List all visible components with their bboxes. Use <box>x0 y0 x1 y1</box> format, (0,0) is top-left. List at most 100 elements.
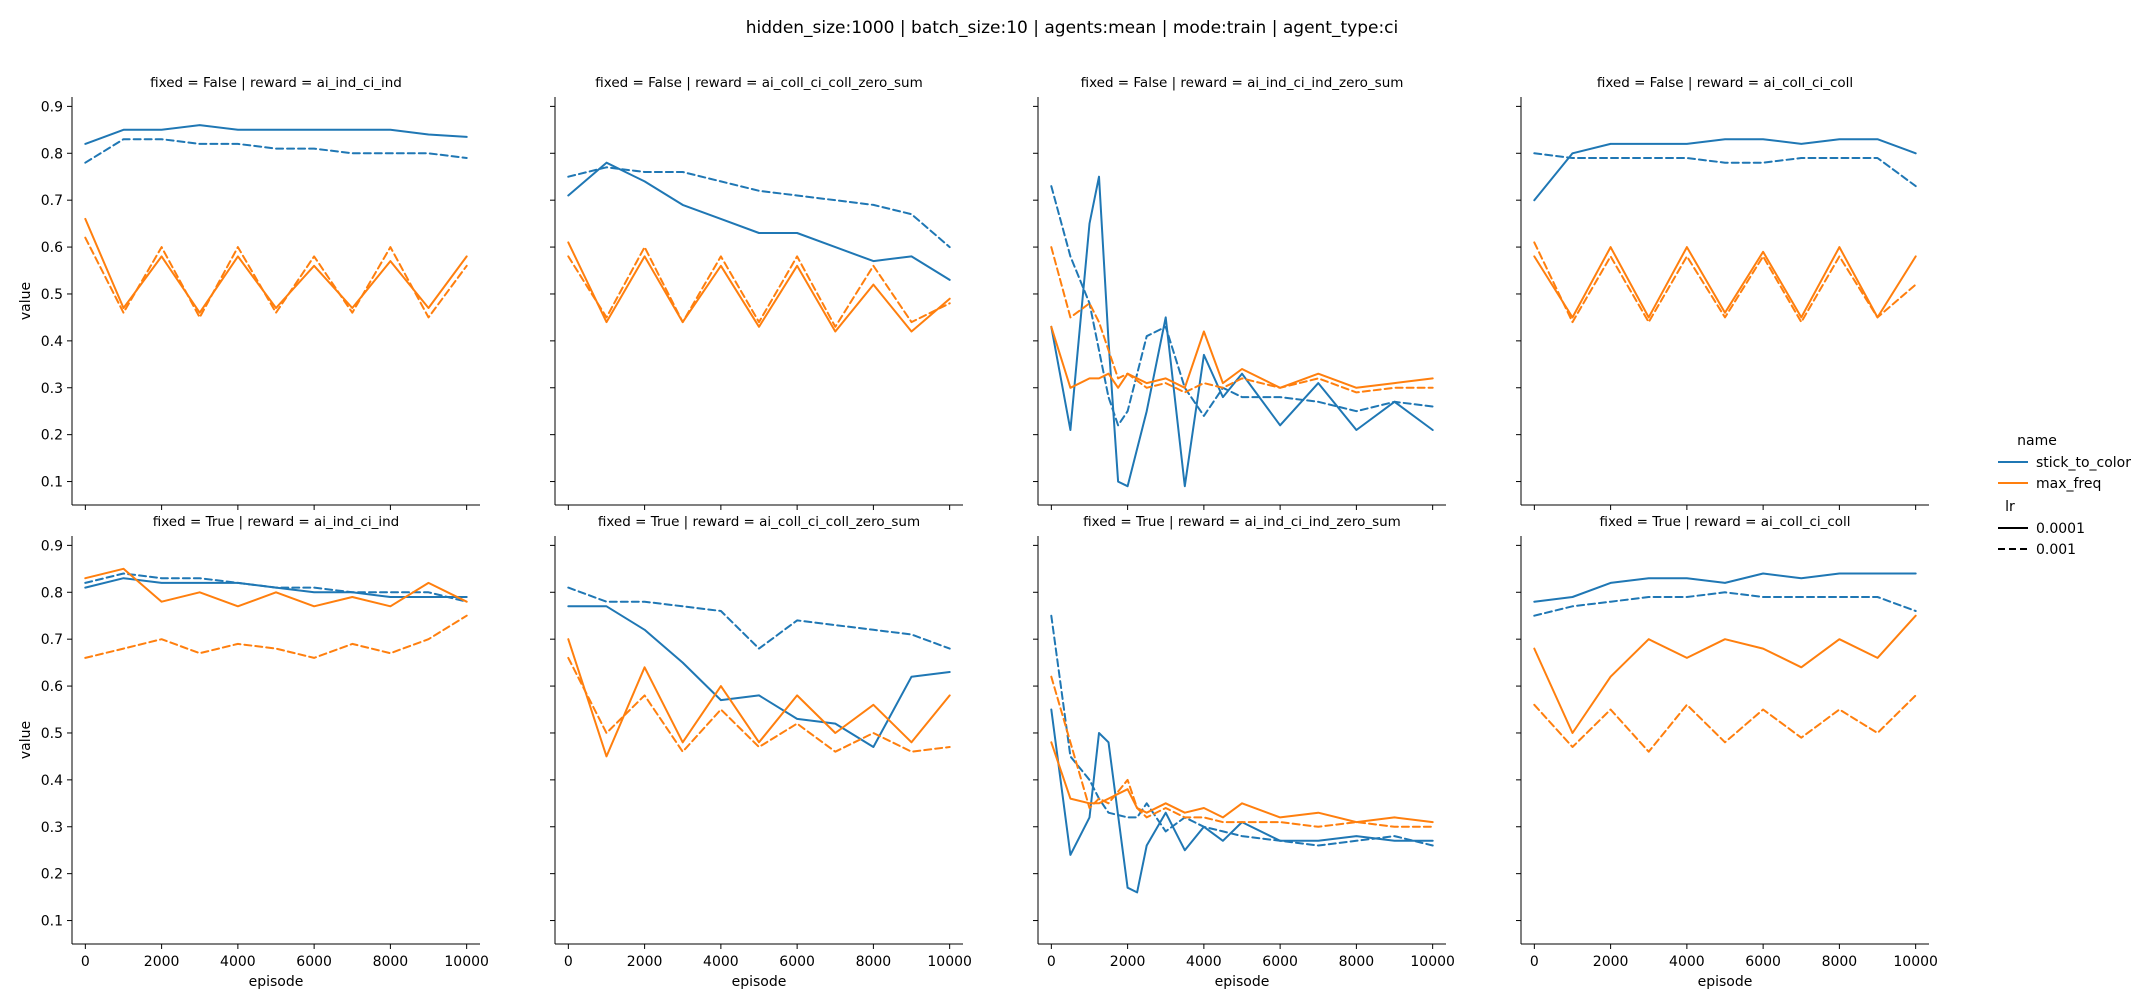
series-line <box>1533 694 1917 753</box>
x-tick-label: 8000 <box>856 954 892 970</box>
series-line <box>1050 708 1434 894</box>
y-tick-label: 0.8 <box>41 146 63 162</box>
facet-panel: fixed = True | reward = ai_coll_ci_coll_… <box>550 514 972 990</box>
y-tick-label: 0.9 <box>41 99 63 115</box>
x-tick-label: 4000 <box>1669 954 1705 970</box>
series-line <box>1533 241 1917 324</box>
x-tick-label: 4000 <box>220 954 256 970</box>
x-axis-label: episode <box>1698 974 1753 990</box>
series-line <box>567 605 951 748</box>
series-line <box>1050 614 1434 847</box>
x-axis-label: episode <box>1215 974 1270 990</box>
legend-label: stick_to_color <box>2036 455 2131 471</box>
x-tick-label: 6000 <box>779 954 815 970</box>
legend-label: 0.001 <box>2036 542 2076 558</box>
series-line <box>567 241 951 333</box>
facet-panel: fixed = False | reward = ai_coll_ci_coll… <box>550 75 963 510</box>
y-tick-label: 0.5 <box>41 726 63 742</box>
legend-label: max_freq <box>2036 476 2101 492</box>
series-line <box>84 124 468 145</box>
y-tick-label: 0.4 <box>41 773 63 789</box>
series-line <box>567 656 951 753</box>
y-axis-label: value <box>18 721 34 759</box>
series-line <box>567 246 951 328</box>
x-tick-label: 0 <box>564 954 573 970</box>
y-tick-label: 0.8 <box>41 585 63 601</box>
series-line <box>1533 572 1917 603</box>
series-line <box>84 217 468 314</box>
y-tick-label: 0.6 <box>41 240 63 256</box>
y-tick-label: 0.2 <box>41 867 63 883</box>
series-line <box>1533 591 1917 617</box>
legend-name-title: name <box>2017 433 2057 449</box>
x-tick-label: 10000 <box>927 954 972 970</box>
figure-title: hidden_size:1000 | batch_size:10 | agent… <box>746 18 1399 38</box>
series-line <box>1050 185 1434 427</box>
series-line <box>84 236 468 319</box>
series-line <box>567 638 951 758</box>
y-axis-label: value <box>18 282 34 320</box>
x-tick-label: 6000 <box>1745 954 1781 970</box>
facet-panels: fixed = False | reward = ai_ind_ci_ind 0.… <box>18 75 1938 990</box>
facet-panel: fixed = False | reward = ai_ind_ci_ind_z… <box>1033 75 1446 510</box>
panel-title: fixed = False | reward = ai_ind_ci_ind <box>150 75 402 91</box>
x-tick-label: 4000 <box>703 954 739 970</box>
y-tick-label: 0.5 <box>41 287 63 303</box>
x-tick-label: 0 <box>1047 954 1056 970</box>
legend-lr-title: lr <box>2005 499 2015 515</box>
facet-panel: fixed = False | reward = ai_ind_ci_ind 0.… <box>18 75 480 510</box>
series-line <box>567 166 951 249</box>
x-tick-label: 10000 <box>444 954 489 970</box>
panel-title: fixed = True | reward = ai_ind_ci_ind <box>153 514 400 530</box>
panel-title: fixed = True | reward = ai_coll_ci_coll_… <box>598 514 920 530</box>
x-tick-label: 6000 <box>1262 954 1298 970</box>
panel-title: fixed = False | reward = ai_ind_ci_ind_z… <box>1081 75 1404 91</box>
y-tick-label: 0.1 <box>41 475 63 491</box>
series-line <box>567 161 951 281</box>
x-tick-label: 2000 <box>627 954 663 970</box>
series-line <box>1050 175 1434 488</box>
series-line <box>1533 614 1917 734</box>
series-line <box>1533 246 1917 319</box>
y-tick-label: 0.9 <box>41 538 63 554</box>
series-line <box>84 138 468 164</box>
y-tick-label: 0.6 <box>41 679 63 695</box>
y-tick-label: 0.1 <box>41 914 63 930</box>
panel-title: fixed = True | reward = ai_ind_ci_ind_ze… <box>1083 514 1401 530</box>
legend-label: 0.0001 <box>2036 521 2085 537</box>
x-tick-label: 0 <box>1530 954 1539 970</box>
x-tick-label: 6000 <box>296 954 332 970</box>
series-line <box>1050 325 1434 389</box>
y-tick-label: 0.7 <box>41 193 63 209</box>
series-line <box>1050 675 1434 828</box>
y-tick-label: 0.4 <box>41 334 63 350</box>
x-tick-label: 4000 <box>1186 954 1222 970</box>
x-tick-label: 10000 <box>1410 954 1455 970</box>
series-line <box>1533 152 1917 188</box>
series-line <box>1050 741 1434 824</box>
series-line <box>1050 246 1434 394</box>
x-tick-label: 8000 <box>373 954 409 970</box>
x-tick-label: 2000 <box>1110 954 1146 970</box>
x-tick-label: 8000 <box>1339 954 1375 970</box>
panel-title: fixed = False | reward = ai_coll_ci_coll <box>1597 75 1853 91</box>
y-tick-label: 0.2 <box>41 428 63 444</box>
x-axis-label: episode <box>732 974 787 990</box>
y-tick-label: 0.7 <box>41 632 63 648</box>
x-tick-label: 0 <box>81 954 90 970</box>
x-tick-label: 2000 <box>1593 954 1629 970</box>
facet-panel: fixed = True | reward = ai_coll_ci_coll 0… <box>1516 514 1938 990</box>
series-line <box>84 614 468 659</box>
facet-panel: fixed = False | reward = ai_coll_ci_coll <box>1516 75 1929 510</box>
x-tick-label: 10000 <box>1893 954 1938 970</box>
y-tick-label: 0.3 <box>41 381 63 397</box>
series-line <box>1533 138 1917 202</box>
facet-panel: fixed = True | reward = ai_ind_ci_ind 0.1… <box>18 514 489 990</box>
x-axis-label: episode <box>249 974 304 990</box>
series-line <box>84 572 468 603</box>
facet-panel: fixed = True | reward = ai_ind_ci_ind_ze… <box>1033 514 1455 990</box>
series-line <box>84 567 468 608</box>
y-tick-label: 0.3 <box>41 820 63 836</box>
